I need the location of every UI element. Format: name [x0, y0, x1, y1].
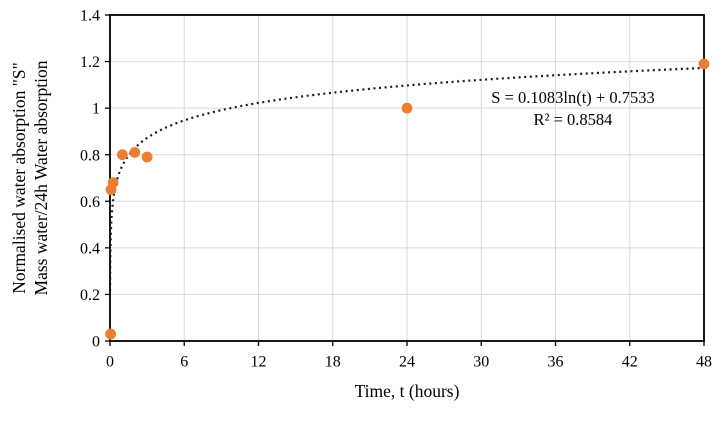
data-point — [129, 146, 141, 158]
y-axis-label-line2: Mass water/24h Water absorption — [31, 60, 51, 295]
data-point — [401, 102, 413, 114]
data-point — [698, 58, 710, 70]
data-point — [141, 151, 153, 163]
x-tick-label: 30 — [473, 354, 489, 371]
data-point — [105, 328, 117, 340]
x-tick-label: 18 — [325, 354, 341, 371]
y-tick-label: 1.2 — [80, 54, 100, 71]
y-tick-label: 0.2 — [80, 287, 100, 304]
trend-r-squared-label: R² = 0.8584 — [534, 110, 613, 129]
y-tick-label: 1.4 — [80, 8, 100, 25]
y-tick-label: 0.4 — [80, 240, 100, 257]
x-tick-label: 6 — [180, 354, 188, 371]
x-tick-label: 48 — [696, 354, 712, 371]
y-tick-label: 1 — [92, 101, 100, 118]
trendline-dotted — [108, 66, 705, 291]
y-tick-label: 0.8 — [80, 147, 100, 164]
data-point — [107, 177, 119, 189]
y-axis-label-line1: Normalised water absorption "S" — [9, 62, 29, 294]
x-tick-label: 24 — [399, 354, 415, 371]
plot-border — [109, 14, 705, 342]
y-tick-label: 0.6 — [80, 194, 100, 211]
x-tick-label: 12 — [251, 354, 267, 371]
y-tick-label: 0 — [92, 334, 100, 351]
data-point — [116, 149, 128, 161]
x-axis-label: Time, t (hours) — [355, 381, 460, 401]
trend-equation-label: S = 0.1083ln(t) + 0.7533 — [491, 88, 654, 107]
x-tick-label: 0 — [106, 354, 114, 371]
x-tick-label: 42 — [622, 354, 638, 371]
x-tick-label: 36 — [548, 354, 564, 371]
